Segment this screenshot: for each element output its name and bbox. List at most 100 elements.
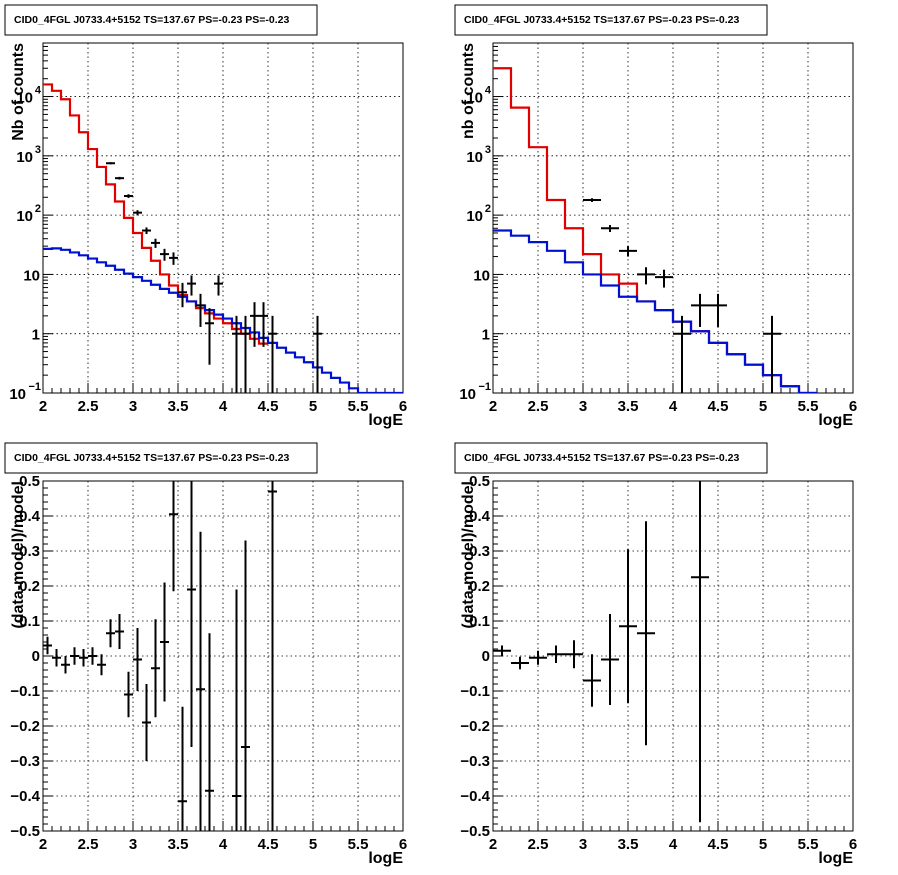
x-tick-label: 5.5: [798, 836, 819, 853]
y-tick-label: −0.5: [460, 823, 490, 840]
grid: [493, 481, 853, 831]
data-point: [232, 315, 241, 393]
x-tick-label: 4.5: [258, 398, 279, 415]
model-background-line: [43, 247, 403, 393]
data-point: [691, 293, 709, 327]
y-tick-label: −0.1: [460, 683, 490, 700]
y-tick-label: 0: [32, 648, 40, 665]
x-tick-label: 3.5: [168, 398, 189, 415]
chart-title: CID0_4FGL J0733.4+5152 TS=137.67 PS=-0.2…: [14, 14, 289, 26]
y-tick-label: 1: [482, 327, 490, 344]
y-tick-label: 10: [459, 386, 476, 403]
y-tick-label: −0.4: [460, 788, 490, 805]
data-point: [115, 176, 124, 180]
chart-panel-4: 2 2.5 3 3.5 4 4.5 5 5.5 6 −0.5 −0.4 −0.3 −0.2 −0.1 0 0.…: [454, 442, 857, 867]
title-box: [454, 442, 768, 474]
data-point: [691, 481, 709, 823]
title-box: [4, 4, 318, 36]
data-point: [115, 614, 124, 649]
y-tick-label: 10: [9, 386, 26, 403]
data-point: [160, 248, 169, 261]
data-point: [133, 210, 142, 216]
x-tick-label: 4: [219, 836, 228, 853]
data-point: [655, 269, 673, 288]
data-point: [763, 315, 781, 393]
data-point: [43, 636, 52, 655]
model-total-line: [493, 67, 817, 393]
x-tick-label: 5: [309, 836, 317, 853]
data-point: [268, 315, 277, 393]
x-axis-title: logE: [368, 412, 403, 429]
model-background-line: [493, 229, 817, 393]
data-point: [232, 589, 241, 831]
data-point: [205, 308, 214, 365]
data-point: [313, 315, 322, 393]
x-tick-label: 5.5: [348, 398, 369, 415]
x-axis-title: logE: [368, 850, 403, 867]
title-box: [4, 442, 318, 474]
axis-ticks: [42, 480, 404, 832]
y-tick-label: −0.1: [10, 683, 40, 700]
data-point: [619, 549, 637, 704]
y-tick-label: −0.2: [460, 718, 490, 735]
plot-area: [493, 67, 817, 393]
x-tick-label: 3.5: [618, 398, 639, 415]
data-points: [583, 198, 781, 393]
x-tick-label: 2: [39, 398, 47, 415]
data-point: [601, 225, 619, 232]
y-tick-label: 0.1: [19, 613, 40, 630]
data-point: [250, 302, 259, 347]
data-point: [106, 619, 115, 648]
x-tick-label: 3.5: [618, 836, 639, 853]
data-point: [619, 246, 637, 257]
data-point: [151, 619, 160, 718]
data-points: [106, 162, 322, 393]
data-point: [187, 275, 196, 296]
data-points: [43, 481, 277, 831]
y-axis-title: (data-model)/model: [10, 481, 27, 629]
data-point: [583, 198, 601, 202]
data-point: [196, 293, 205, 327]
x-tick-label: 5: [759, 836, 767, 853]
axis-ticks: [492, 480, 854, 832]
data-point: [205, 633, 214, 831]
data-point: [268, 481, 277, 831]
data-point: [61, 656, 70, 674]
data-point: [673, 315, 691, 393]
data-point: [106, 162, 115, 165]
x-tick-label: 3: [129, 398, 137, 415]
x-tick-label: 2.5: [78, 836, 99, 853]
x-tick-label: 5: [759, 398, 767, 415]
y-tick-label: 0.4: [469, 508, 491, 525]
data-point: [124, 194, 133, 198]
x-tick-label: 2.5: [528, 398, 549, 415]
y-axis-title: (data-model)/model: [460, 481, 477, 629]
data-point: [133, 628, 142, 691]
data-point: [70, 647, 79, 665]
x-tick-label: 4: [669, 398, 678, 415]
y-tick-label: 0.1: [469, 613, 490, 630]
grid: [493, 43, 853, 393]
x-tick-label: 6: [399, 398, 407, 415]
x-tick-label: 6: [849, 836, 857, 853]
data-point: [124, 671, 133, 718]
x-tick-label: 5: [309, 398, 317, 415]
data-point: [142, 684, 151, 761]
x-axis-title: logE: [818, 412, 853, 429]
axis-ticks: [42, 42, 404, 394]
data-point: [178, 706, 187, 831]
data-point: [529, 650, 547, 665]
y-axis-title: Nb of counts: [10, 43, 27, 141]
x-tick-label: 2: [489, 836, 497, 853]
grid: [43, 43, 403, 393]
y-tick-label: −0.4: [10, 788, 40, 805]
chart-title: CID0_4FGL J0733.4+5152 TS=137.67 PS=-0.2…: [464, 14, 739, 26]
data-point: [52, 649, 61, 667]
x-tick-label: 2.5: [528, 836, 549, 853]
x-tick-label: 6: [849, 398, 857, 415]
x-tick-label: 5.5: [798, 398, 819, 415]
y-tick-label: 0.5: [19, 473, 40, 490]
x-tick-label: 2: [489, 398, 497, 415]
